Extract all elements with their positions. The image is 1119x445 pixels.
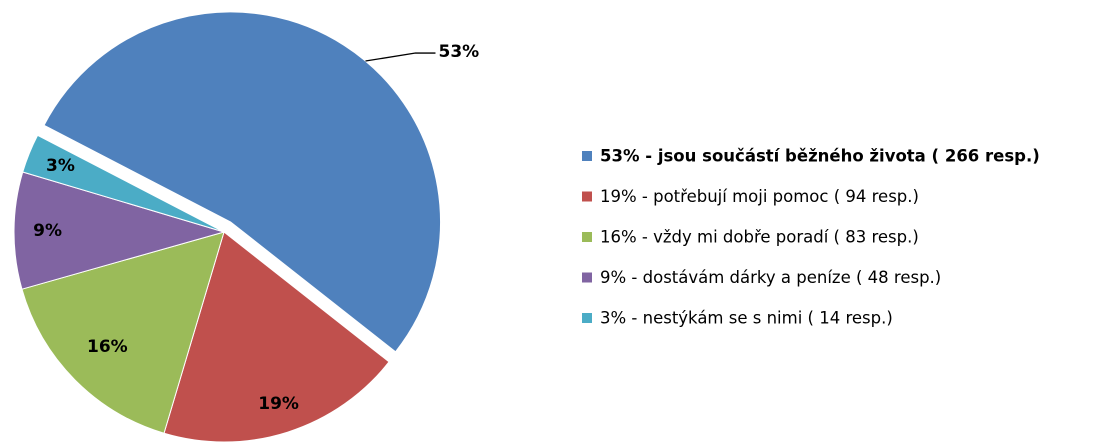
data-label: 9% xyxy=(33,221,62,241)
legend-label: 16% - vždy mi dobře poradí ( 83 resp.) xyxy=(600,228,919,247)
leader-line xyxy=(365,52,436,62)
pie-slice xyxy=(13,171,226,290)
legend-swatch xyxy=(582,232,592,242)
legend-swatch xyxy=(582,313,592,323)
pie-slice xyxy=(21,231,225,434)
legend-label: 3% - nestýkám se s nimi ( 14 resp.) xyxy=(600,309,893,328)
legend-label: 9% - dostávám dárky a peníze ( 48 resp.) xyxy=(600,268,941,287)
legend-swatch xyxy=(582,191,592,202)
pie-slice xyxy=(43,11,441,353)
data-label: 19% xyxy=(258,394,299,414)
legend-label: 53% - jsou součástí běžného života ( 266… xyxy=(600,147,1040,166)
pie-slice xyxy=(163,231,390,443)
data-label: 16% xyxy=(87,337,128,357)
legend-swatch xyxy=(582,151,592,161)
legend-swatch xyxy=(582,272,592,283)
pie-slice xyxy=(22,134,225,233)
data-label: 3% xyxy=(46,156,75,176)
data-label: 53% xyxy=(438,42,479,62)
legend-label: 19% - potřebují moji pomoc ( 94 resp.) xyxy=(600,187,919,206)
